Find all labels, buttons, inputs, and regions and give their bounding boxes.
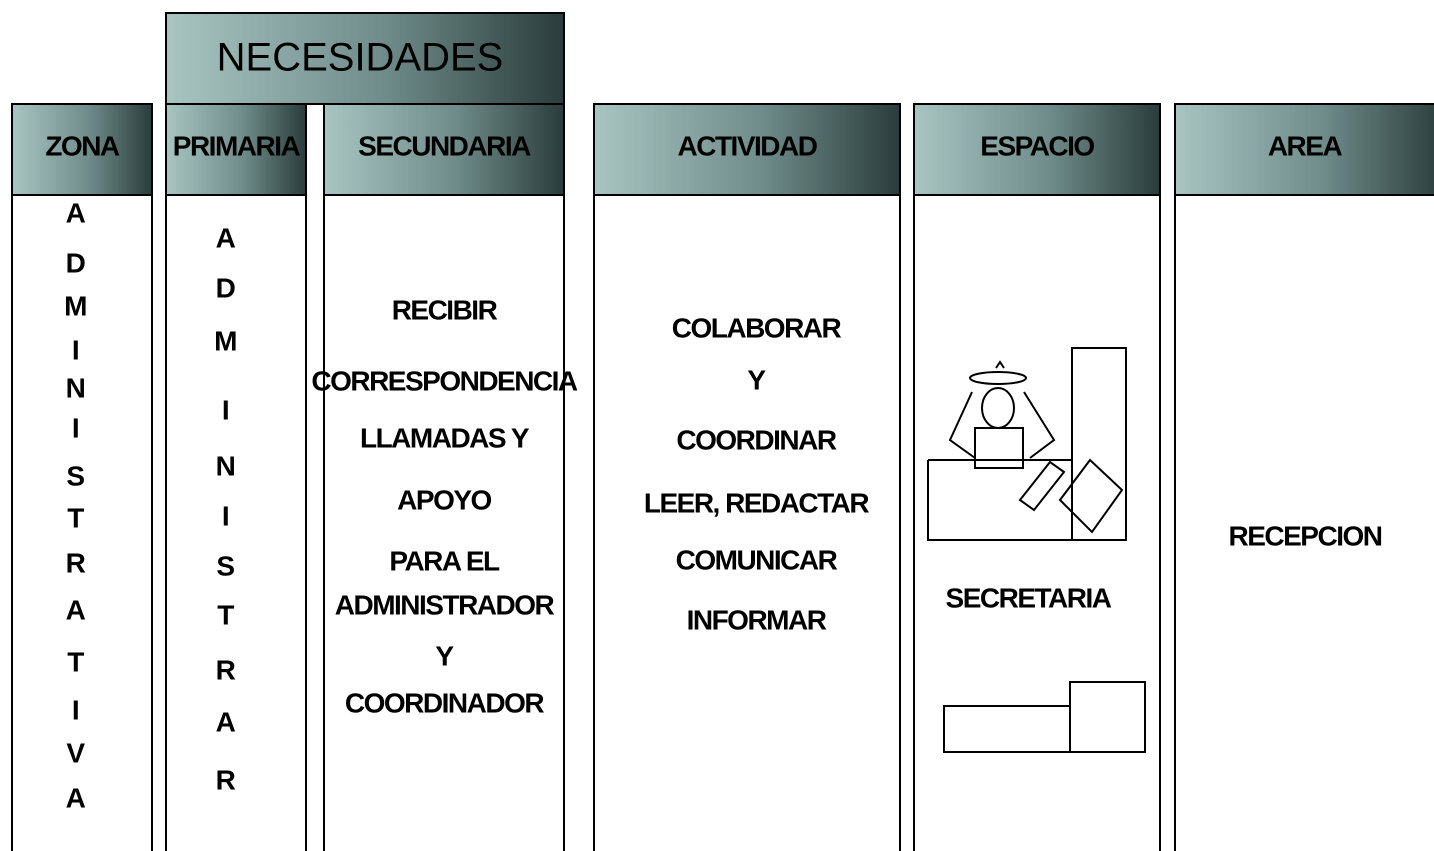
column-header: AREA [1268, 130, 1343, 161]
column-header-box [913, 103, 1161, 196]
cell-line: ADMINISTRADOR [335, 589, 555, 620]
cell-line: COORDINADOR [345, 687, 544, 718]
vertical-letter: A [66, 197, 86, 228]
column-header-box [593, 103, 901, 196]
cell-line: APOYO [397, 484, 491, 515]
cell-line: CORRESPONDENCIA [311, 365, 578, 396]
vertical-letter: R [66, 547, 86, 578]
vertical-letter: V [66, 737, 85, 768]
vertical-letter: A [216, 222, 236, 253]
vertical-letter: R [216, 764, 236, 795]
vertical-letter: S [216, 550, 234, 581]
cell-line: LLAMADAS Y [360, 422, 530, 453]
column-header: ZONA [45, 130, 120, 161]
column-header-box [11, 103, 153, 196]
cell-line: COORDINAR [676, 424, 836, 455]
cell-line: RECEPCION [1229, 520, 1382, 551]
secretary-desk-drawing [927, 347, 1127, 541]
vertical-letter: I [72, 334, 78, 365]
vertical-letter: A [66, 782, 86, 813]
column-header: ACTIVIDAD [678, 130, 818, 161]
cell-line: COMUNICAR [676, 544, 838, 575]
vertical-letter: D [216, 272, 236, 303]
column-body [1174, 103, 1434, 851]
cell-line: SECRETARIA [946, 582, 1112, 613]
vertical-letter: A [66, 594, 86, 625]
column-body [165, 103, 307, 851]
column-header: ESPACIO [980, 130, 1094, 161]
vertical-letter: I [72, 694, 78, 725]
reception-desk-drawing [943, 681, 1146, 753]
vertical-letter: M [64, 290, 86, 321]
group-header-box [165, 12, 565, 105]
cell-line: COLABORAR [672, 312, 842, 343]
vertical-letter: T [67, 502, 84, 533]
vertical-letter: N [66, 372, 85, 403]
vertical-letter: M [214, 325, 236, 356]
cell-line: INFORMAR [687, 604, 827, 635]
vertical-letter: T [67, 646, 84, 677]
cell-line: RECIBIR [392, 294, 498, 325]
column-header-box [323, 103, 565, 196]
vertical-letter: N [216, 450, 235, 481]
cell-line: Y [747, 364, 766, 395]
vertical-letter: R [216, 654, 236, 685]
column-header: PRIMARIA [173, 130, 301, 161]
vertical-letter: S [66, 460, 84, 491]
vertical-letter: D [66, 247, 86, 278]
group-header: NECESIDADES [217, 36, 504, 80]
cell-line: Y [435, 640, 454, 671]
cell-line: LEER, REDACTAR [644, 487, 870, 518]
column-body [323, 103, 565, 851]
column-header: SECUNDARIA [358, 130, 531, 161]
vertical-letter: A [216, 706, 236, 737]
vertical-letter: I [222, 500, 228, 531]
vertical-letter: I [72, 412, 78, 443]
column-header-box [165, 103, 307, 196]
column-body [11, 103, 153, 851]
column-body [593, 103, 901, 851]
cell-line: PARA EL [389, 545, 500, 576]
column-header-box [1174, 103, 1434, 196]
vertical-letter: I [222, 394, 228, 425]
vertical-letter: T [217, 599, 234, 630]
